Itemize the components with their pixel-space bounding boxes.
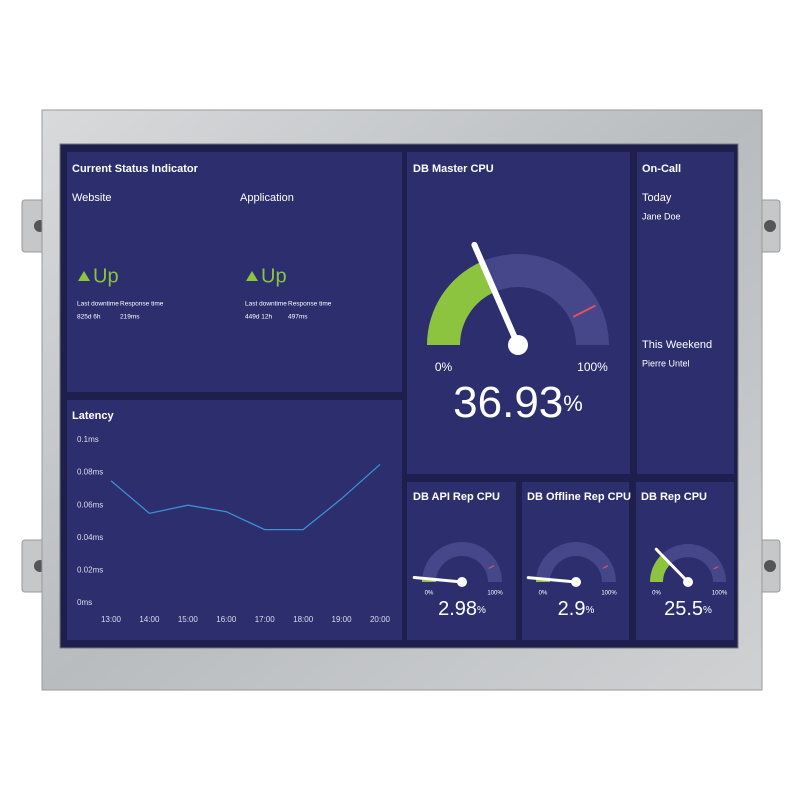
gauge-value-text: 25.5% [664, 598, 712, 620]
gauge-value-text: 2.98% [438, 598, 486, 620]
oncall-person: Jane Doe [642, 211, 681, 221]
response-label: Response time [120, 301, 164, 308]
gauge-needle [412, 576, 464, 584]
gauge-unit: % [563, 391, 583, 416]
gauge-threshold [572, 304, 596, 318]
downtime-label: Last downtime [245, 301, 287, 308]
gauge-needle [654, 547, 690, 584]
oncall-period: Today [642, 192, 672, 204]
gauge-value: 25.5 [664, 598, 703, 620]
y-tick-label: 0ms [77, 598, 92, 607]
gauge-min: 0% [425, 591, 434, 597]
gauge-title: DB API Rep CPU [413, 491, 500, 503]
x-tick-label: 20:00 [370, 615, 391, 624]
gauge-hub [683, 577, 693, 587]
gauge-fill [650, 554, 671, 582]
gauge-unit: % [585, 605, 594, 616]
y-tick-label: 0.04ms [77, 533, 103, 542]
gauge-value-text: 36.93% [453, 378, 583, 427]
gauge-value: 2.98 [438, 598, 477, 620]
gauge-value-text: 2.9% [558, 598, 595, 620]
gauge-value: 2.9 [558, 598, 586, 620]
up-icon [246, 271, 258, 281]
gauge-min: 0% [435, 360, 453, 374]
gauge-min: 0% [652, 591, 661, 597]
gauge-track [536, 542, 616, 582]
gauge-hub [457, 577, 467, 587]
status-title: Current Status Indicator [72, 163, 199, 175]
gauge-track [422, 542, 502, 582]
gauge-needle [526, 576, 578, 584]
gauge-unit: % [477, 605, 486, 616]
gauge-title: DB Offline Rep CPU [527, 491, 631, 503]
y-tick-label: 0.08ms [77, 468, 103, 477]
downtime: 825d 6h [77, 314, 101, 321]
response: 219ms [120, 314, 140, 321]
item-state: Up [261, 265, 287, 287]
gauge-threshold [488, 565, 495, 569]
gauge-hub [508, 335, 528, 355]
gauge-max: 100% [712, 591, 728, 597]
response-label: Response time [288, 301, 332, 308]
downtime-label: Last downtime [77, 301, 119, 308]
x-tick-label: 15:00 [178, 615, 199, 624]
x-tick-label: 13:00 [101, 615, 122, 624]
gauge-fill [427, 261, 495, 345]
oncall-period: This Weekend [642, 339, 712, 351]
x-tick-label: 19:00 [332, 615, 353, 624]
gauge-min: 0% [539, 591, 548, 597]
gauge-track [650, 544, 726, 582]
gauge-threshold [713, 566, 719, 570]
y-tick-label: 0.02ms [77, 566, 103, 575]
y-tick-label: 0.06ms [77, 500, 103, 509]
chart-title: Latency [72, 410, 114, 422]
latency-line [110, 463, 381, 531]
gauge-max: 100% [601, 591, 617, 597]
gauge-max: 100% [487, 591, 503, 597]
oncall-title: On-Call [642, 163, 681, 175]
y-tick-label: 0.1ms [77, 435, 99, 444]
gauge-max: 100% [577, 360, 608, 374]
item-name: Application [240, 192, 294, 204]
gauge-value: 36.93 [453, 378, 563, 427]
gauge-title: DB Master CPU [413, 163, 494, 175]
downtime: 449d 12h [245, 314, 272, 321]
x-tick-label: 14:00 [139, 615, 160, 624]
panels [67, 152, 734, 640]
x-tick-label: 18:00 [293, 615, 314, 624]
gauge-unit: % [703, 605, 712, 616]
x-tick-label: 16:00 [216, 615, 237, 624]
item-name: Website [72, 192, 112, 204]
gauge-threshold [602, 565, 609, 569]
item-state: Up [93, 265, 119, 287]
gauge-hub [571, 577, 581, 587]
oncall-person: Pierre Untel [642, 358, 690, 368]
up-icon [78, 271, 90, 281]
gauge-title: DB Rep CPU [641, 491, 707, 503]
gauge-needle [471, 241, 521, 348]
response: 497ms [288, 314, 308, 321]
x-tick-label: 17:00 [255, 615, 276, 624]
